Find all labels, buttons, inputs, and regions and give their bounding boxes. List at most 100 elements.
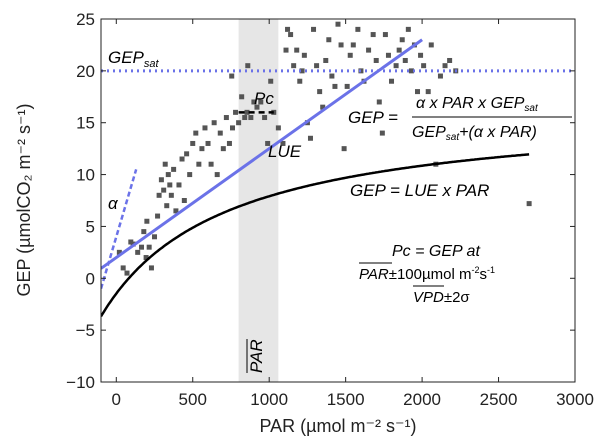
data-point	[335, 21, 341, 27]
data-point	[311, 26, 317, 32]
data-point	[251, 99, 257, 105]
svg-text:GEPsat+(α x PAR): GEPsat+(α x PAR)	[412, 124, 537, 143]
data-point	[268, 78, 274, 84]
data-point	[162, 161, 168, 167]
data-point	[307, 135, 313, 141]
y-tick-label: 0	[86, 269, 95, 288]
data-point	[382, 32, 388, 38]
data-point	[389, 78, 395, 84]
pc-definition: Pc = GEP at PAR±100µmol m-2s-1 VPD±2σ	[359, 243, 495, 306]
fit-lines	[101, 38, 575, 318]
data-point	[229, 125, 235, 131]
data-point	[236, 120, 242, 126]
data-point	[184, 151, 190, 157]
data-point	[158, 177, 164, 183]
data-point	[168, 192, 174, 198]
data-point	[202, 125, 208, 131]
data-point	[428, 42, 434, 48]
lue-label: LUE	[268, 142, 302, 161]
data-point	[329, 73, 335, 79]
data-point	[347, 52, 353, 58]
data-point	[385, 52, 391, 58]
data-point	[156, 192, 162, 198]
data-point	[171, 166, 177, 172]
data-point	[220, 146, 226, 152]
data-point	[379, 130, 385, 136]
data-point	[116, 249, 122, 255]
x-tick-label: 2500	[480, 390, 518, 409]
data-point	[415, 89, 421, 95]
data-point	[408, 68, 414, 74]
data-point	[211, 120, 217, 126]
data-point	[242, 115, 248, 121]
y-axis-label: GEP (µmolCO₂ m⁻² s⁻¹)	[14, 103, 34, 296]
data-point	[124, 270, 130, 276]
data-point	[254, 104, 260, 110]
x-tick-label: 3000	[556, 390, 594, 409]
data-point	[332, 83, 338, 89]
data-point	[294, 47, 300, 53]
svg-text:α x PAR x GEPsat: α x PAR x GEPsat	[416, 95, 539, 114]
data-point	[399, 37, 405, 43]
data-point	[376, 99, 382, 105]
data-point	[229, 73, 235, 79]
data-point	[323, 57, 329, 63]
data-point	[187, 172, 193, 178]
data-point	[143, 255, 149, 261]
data-point	[299, 68, 305, 74]
svg-text:Pc = GEP at: Pc = GEP at	[392, 243, 480, 260]
svg-text:VPD±2σ: VPD±2σ	[413, 289, 470, 306]
data-point	[181, 198, 187, 203]
data-point	[338, 42, 344, 48]
scatter-points	[116, 21, 532, 276]
svg-text:GEP =: GEP =	[348, 108, 398, 127]
data-point	[425, 89, 431, 95]
data-point	[248, 115, 254, 121]
plot-frame	[100, 18, 576, 383]
x-tick-label: 0	[112, 390, 121, 409]
data-point	[393, 63, 399, 69]
equation-lue: GEP = LUE x PAR	[350, 181, 489, 200]
pc-label: Pc	[254, 89, 274, 108]
y-tick-label: −10	[66, 373, 95, 392]
alpha-line	[101, 169, 138, 290]
data-point	[205, 140, 211, 146]
y-tick-label: 20	[76, 62, 95, 81]
data-point	[214, 172, 220, 178]
data-point	[275, 125, 281, 131]
data-point	[526, 201, 532, 207]
data-point	[196, 161, 202, 167]
alpha-label: α	[108, 194, 119, 213]
data-point	[396, 47, 402, 53]
data-point	[350, 42, 356, 48]
data-point	[135, 249, 141, 255]
data-point	[179, 156, 185, 162]
x-tick-label: 1500	[327, 390, 365, 409]
data-point	[405, 26, 411, 32]
data-point	[152, 234, 158, 240]
y-tick-label: 15	[76, 114, 95, 133]
data-point	[139, 244, 145, 250]
x-tick-label: 1000	[250, 390, 288, 409]
data-point	[314, 63, 320, 69]
data-point	[373, 57, 379, 63]
data-point	[355, 26, 361, 32]
data-point	[421, 63, 427, 69]
data-point	[120, 265, 126, 271]
data-point	[226, 140, 232, 146]
data-point	[244, 109, 250, 115]
data-point	[291, 63, 297, 69]
data-point	[208, 161, 214, 167]
data-point	[176, 182, 182, 188]
data-point	[193, 130, 199, 136]
data-point	[144, 218, 150, 224]
x-tick-label: 2000	[403, 390, 441, 409]
data-point	[437, 73, 443, 79]
data-point	[164, 203, 170, 209]
data-point	[301, 52, 307, 58]
data-point	[326, 37, 332, 43]
data-point	[165, 172, 171, 178]
fit-curve	[101, 153, 530, 318]
svg-text:PAR: PAR	[247, 339, 266, 373]
data-point	[344, 83, 350, 89]
